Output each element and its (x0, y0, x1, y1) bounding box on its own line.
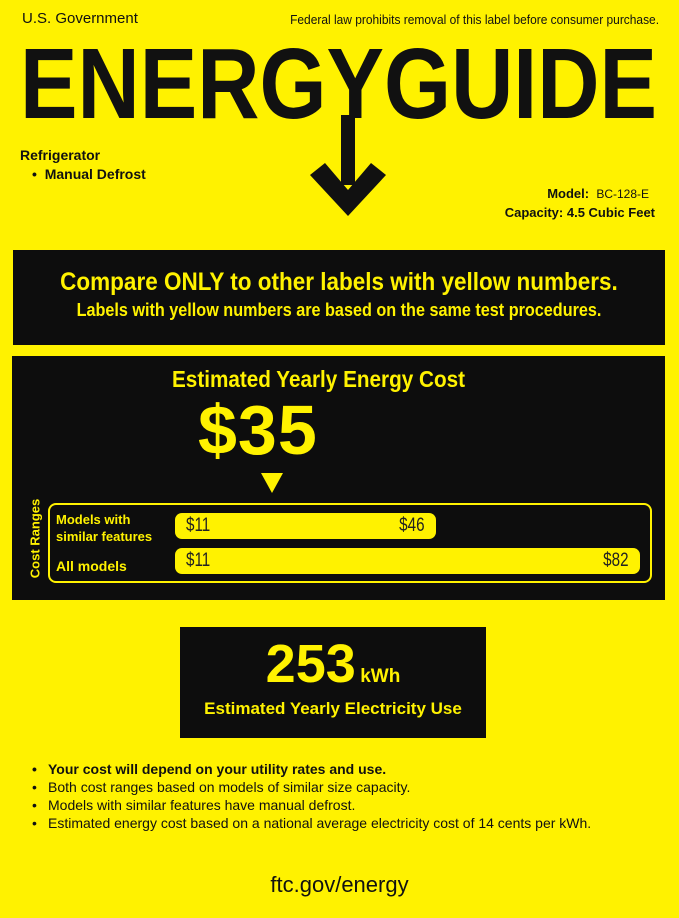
energyguide-title: ENERGYGUIDE (20, 35, 657, 140)
notes-list: Your cost will depend on your utility ra… (28, 760, 591, 832)
similar-models-label: Models with similar features (56, 511, 152, 545)
compare-line-1: Compare ONLY to other labels with yellow… (60, 268, 618, 296)
kwh-unit: kWh (360, 666, 401, 687)
feature-item: • Manual Defrost (32, 166, 146, 182)
note-item: Your cost will depend on your utility ra… (28, 760, 591, 778)
arrow-shaft (341, 115, 355, 185)
capacity-label: Capacity: (504, 205, 564, 220)
cost-pointer-icon (261, 473, 283, 493)
energyguide-logo: ENERGYGUIDE (20, 35, 657, 216)
kwh-value: 253 (265, 634, 356, 694)
cost-value: $35 (198, 391, 318, 469)
note-item: Both cost ranges based on models of simi… (28, 778, 591, 796)
similar-range-bar: $11 $46 (175, 513, 436, 539)
all-max: $82 (603, 550, 629, 571)
cost-ranges-label: Cost Ranges (27, 498, 43, 579)
electricity-label: Estimated Yearly Electricity Use (204, 699, 462, 718)
federal-law-notice: Federal law prohibits removal of this la… (290, 12, 659, 27)
appliance-type: Refrigerator (20, 147, 101, 163)
ftc-link[interactable]: ftc.gov/energy (270, 872, 409, 897)
cost-heading: Estimated Yearly Energy Cost (172, 366, 466, 392)
note-item: Estimated energy cost based on a nationa… (28, 814, 591, 832)
cost-ranges-box: Models with similar features $11 $46 All m… (48, 503, 652, 583)
capacity-line: Capacity: 4.5 Cubic Feet (505, 205, 655, 220)
energy-cost-box: Estimated Yearly Energy Cost $35 Cost Ra… (12, 356, 665, 600)
note-item: Models with similar features have manual… (28, 796, 591, 814)
similar-max: $46 (399, 515, 425, 536)
electricity-box: 253 kWh Estimated Yearly Electricity Use (180, 627, 486, 738)
feature-label: Manual Defrost (44, 166, 146, 182)
arrow-down-icon (310, 163, 386, 216)
model-line: Model: BC-128-E (547, 186, 649, 201)
kwh-line: 253 kWh (180, 633, 486, 695)
similar-label-2: similar features (56, 529, 153, 544)
similar-min: $11 (186, 515, 211, 536)
all-range-bar: $11 $82 (175, 548, 640, 574)
model-value: BC-128-E (596, 187, 649, 201)
capacity-value: 4.5 Cubic Feet (566, 205, 655, 220)
all-min: $11 (186, 550, 211, 571)
compare-box: Compare ONLY to other labels with yellow… (13, 250, 665, 345)
all-models-label: All models (56, 558, 127, 574)
us-government-label: U.S. Government (22, 10, 138, 27)
model-label: Model: (547, 186, 590, 201)
compare-line-2: Labels with yellow numbers are based on … (76, 300, 602, 320)
similar-label-1: Models with (56, 512, 131, 527)
